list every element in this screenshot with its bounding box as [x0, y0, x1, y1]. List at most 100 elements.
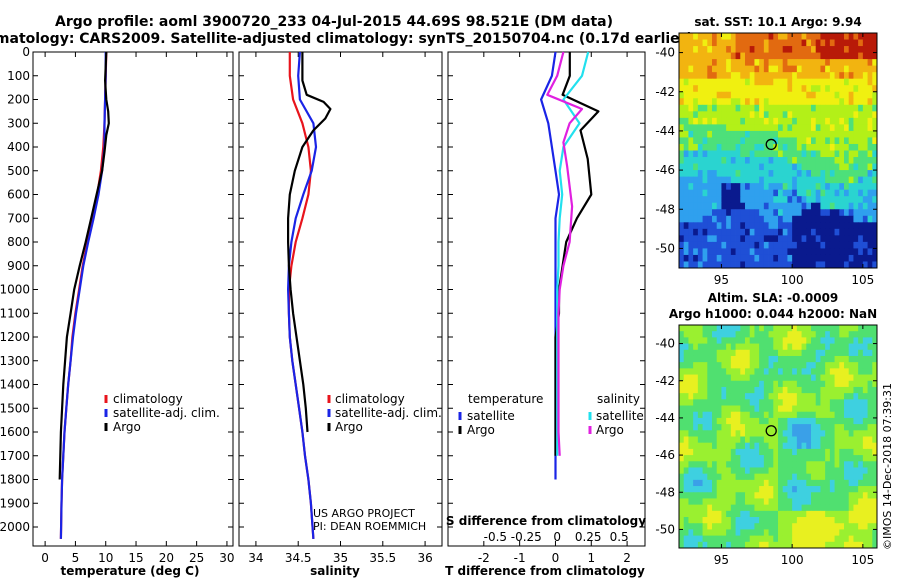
map-cell: [716, 104, 722, 112]
argo-position-marker: [765, 425, 777, 437]
map-cell: [688, 33, 694, 40]
map-cell: [749, 261, 755, 269]
map-cell: [773, 46, 779, 53]
map-cell: [820, 150, 826, 158]
map-cell: [806, 535, 812, 543]
map-cell: [726, 52, 732, 60]
map-cell: [688, 72, 694, 80]
map-cell: [688, 111, 694, 119]
map-cell: [693, 111, 699, 119]
map-cell: [707, 535, 713, 543]
map-cell: [768, 442, 774, 450]
map-cell: [697, 104, 703, 112]
map-cell: [759, 59, 765, 67]
map-cell: [834, 170, 840, 178]
map-cell: [848, 473, 854, 481]
map-cell: [768, 261, 774, 269]
map-cell: [679, 343, 685, 351]
map-cell: [858, 461, 864, 468]
map-cell: [712, 163, 718, 171]
map-cell: [787, 52, 793, 60]
map-cell: [848, 254, 854, 262]
y-tick-label: 1100: [0, 306, 30, 320]
map-cell: [820, 111, 826, 119]
map-cell: [862, 33, 868, 40]
map-cell: [829, 424, 835, 431]
map-cell: [858, 386, 864, 394]
map-cell: [782, 529, 788, 537]
map-cell: [688, 235, 694, 243]
map-cell: [867, 517, 873, 524]
map-cell: [773, 436, 779, 444]
map-cell: [796, 183, 802, 191]
map-cell: [848, 349, 854, 357]
map-cell: [867, 510, 873, 518]
map-cell: [754, 374, 760, 382]
map-cell: [858, 72, 864, 80]
legend-label: Argo: [596, 423, 624, 437]
map-cell: [806, 235, 812, 243]
map-cell: [782, 436, 788, 444]
map-cell: [844, 461, 850, 468]
map-cell: [702, 448, 708, 456]
map-cell: [796, 355, 802, 363]
map-cell: [811, 523, 817, 530]
map-cell: [763, 417, 769, 425]
map-cell: [735, 254, 741, 262]
map-cell: [721, 417, 727, 425]
map-cell: [867, 72, 873, 80]
map-cell: [749, 362, 755, 369]
map-cell: [716, 196, 722, 204]
map-cell: [707, 215, 713, 223]
map-cell: [726, 137, 732, 145]
map-cell: [773, 541, 779, 549]
map-cell: [801, 52, 807, 60]
map-cell: [839, 380, 845, 388]
map-cell: [763, 337, 769, 344]
map-cell: [829, 254, 835, 262]
map-cell: [820, 541, 826, 549]
map-cell: [716, 529, 722, 537]
y-tick-label: 100: [7, 69, 30, 83]
map-cell: [796, 111, 802, 119]
map-cell: [844, 65, 850, 73]
map-cell: [707, 196, 713, 204]
map-cell: [693, 504, 699, 512]
map-cell: [801, 137, 807, 145]
map-cell: [716, 355, 722, 363]
map-cell: [768, 85, 774, 93]
map-cell: [730, 362, 736, 369]
map-cell: [867, 202, 873, 210]
map-cell: [745, 33, 751, 40]
map-cell: [792, 241, 798, 249]
map-cell: [688, 59, 694, 67]
map-cell: [735, 492, 741, 499]
map-cell: [844, 467, 850, 475]
map-cell: [872, 399, 878, 406]
map-cell: [683, 176, 689, 184]
map-cell: [697, 261, 703, 269]
map-cell: [872, 91, 878, 99]
map-cell: [707, 241, 713, 249]
map-cell: [688, 183, 694, 191]
map-cell: [721, 393, 727, 400]
map-cell: [697, 331, 703, 338]
map-cell: [792, 189, 798, 197]
map-cell: [778, 479, 784, 487]
map-cell: [834, 362, 840, 369]
map-cell: [811, 337, 817, 344]
map-cell: [872, 183, 878, 191]
map-cell: [740, 85, 746, 93]
map-cell: [716, 343, 722, 351]
map-cell: [712, 150, 718, 158]
map-cell: [829, 541, 835, 549]
map-cell: [763, 331, 769, 338]
map-cell: [825, 467, 831, 475]
map-cell: [763, 189, 769, 197]
map-cell: [858, 98, 864, 106]
map-cell: [712, 72, 718, 80]
map-cell: [745, 541, 751, 549]
map-cell: [782, 85, 788, 93]
map-cell: [768, 215, 774, 223]
map-cell: [726, 455, 732, 462]
